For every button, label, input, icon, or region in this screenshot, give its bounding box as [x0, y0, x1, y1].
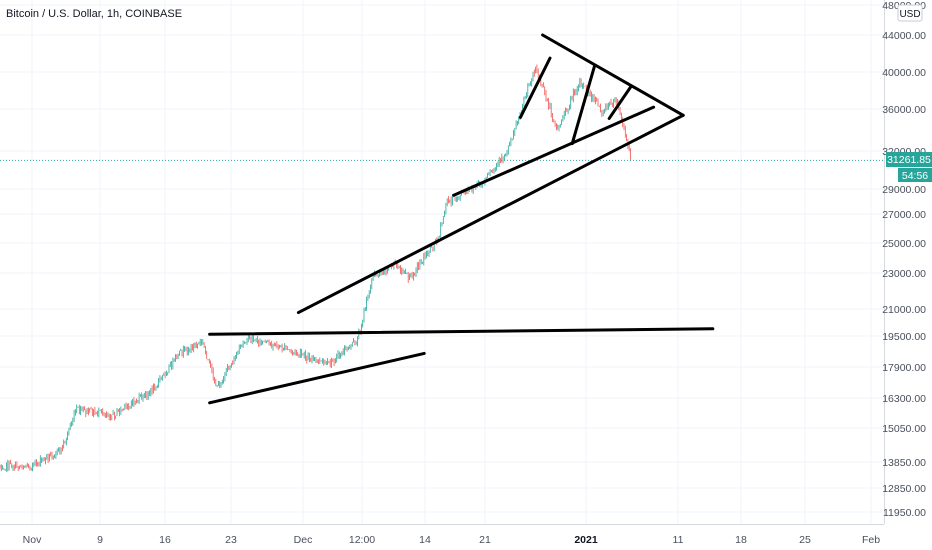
last-price-label: 31261.85	[887, 154, 931, 166]
time-tick-label: 23	[225, 534, 237, 546]
time-tick-label: Dec	[294, 534, 313, 546]
time-tick-label: 25	[799, 534, 811, 546]
price-tick-label: 44000.00	[882, 30, 926, 42]
currency-button[interactable]: USD	[897, 4, 923, 22]
trendline[interactable]	[541, 33, 685, 117]
countdown-badge: 54:56	[898, 168, 932, 182]
trendline[interactable]	[208, 327, 715, 336]
price-tick-label: 19500.00	[882, 331, 926, 343]
price-tick-label: 36000.00	[882, 104, 926, 116]
price-tick-label: 23000.00	[882, 268, 926, 280]
price-tick-label: 29000.00	[882, 184, 926, 196]
trendline[interactable]	[452, 105, 656, 197]
countdown-label: 54:56	[902, 170, 928, 182]
candlestick-series	[0, 64, 631, 472]
time-tick-label: 11	[673, 534, 684, 546]
trendline[interactable]	[296, 113, 685, 315]
trendline[interactable]	[208, 351, 426, 405]
last-price-badge-box	[886, 152, 932, 167]
drawn-trendlines[interactable]	[208, 33, 715, 405]
time-tick-label: 2021	[574, 534, 598, 546]
trendline[interactable]	[518, 56, 552, 119]
currency-button-label: USD	[899, 9, 920, 20]
price-tick-label: 12850.00	[882, 483, 926, 495]
price-tick-label: 40000.00	[882, 67, 926, 79]
time-tick-label: 12:00	[349, 534, 375, 546]
time-tick-label: Feb	[862, 534, 880, 546]
price-tick-label: 15050.00	[882, 423, 926, 435]
time-tick-label: 16	[159, 534, 171, 546]
price-tick-label: 25000.00	[882, 238, 926, 250]
price-tick-label: 13850.00	[882, 457, 926, 469]
price-tick-label: 16300.00	[882, 393, 926, 405]
time-tick-label: 14	[419, 534, 431, 546]
time-tick-label: Nov	[23, 534, 42, 546]
price-tick-label: 27000.00	[882, 209, 926, 221]
last-price-badge: 31261.85	[886, 152, 932, 167]
time-tick-label: 21	[479, 534, 491, 546]
trendline[interactable]	[570, 64, 596, 146]
grid-lines	[0, 0, 884, 524]
price-tick-label: 17900.00	[882, 362, 926, 374]
price-tick-label: 11950.00	[883, 507, 926, 519]
time-tick-label: 18	[735, 534, 747, 546]
time-axis[interactable]: Nov 9 16 23 Dec 12:00 14 21 2021 11 18 25 Feb	[23, 534, 881, 546]
symbol-title: Bitcoin / U.S. Dollar, 1h, COINBASE	[6, 8, 182, 20]
time-tick-label: 9	[97, 534, 103, 546]
price-tick-label: 21000.00	[882, 304, 926, 316]
currency-button-box	[897, 4, 923, 22]
trendline[interactable]	[607, 84, 633, 120]
countdown-badge-box	[898, 168, 932, 182]
